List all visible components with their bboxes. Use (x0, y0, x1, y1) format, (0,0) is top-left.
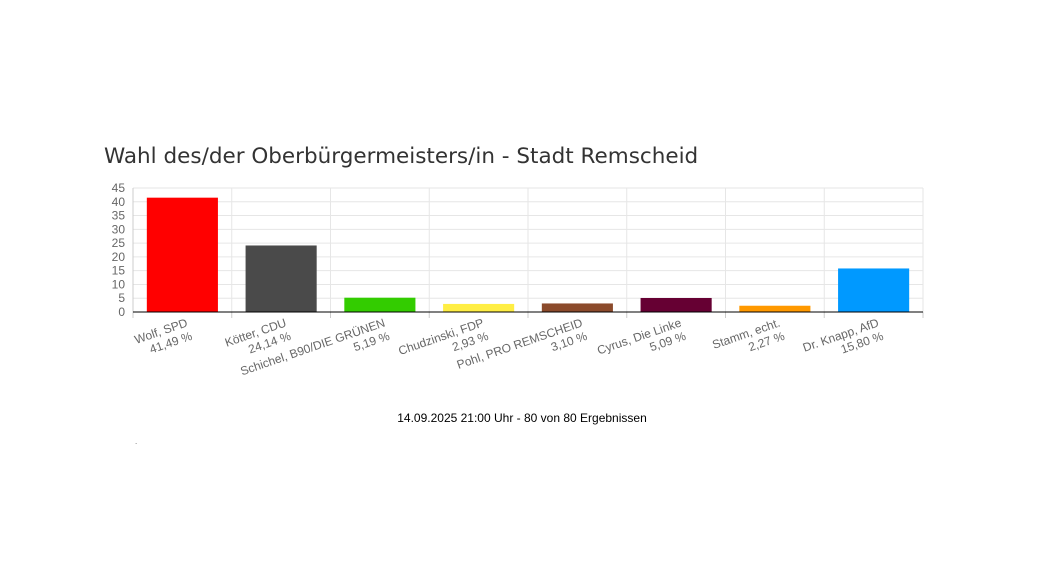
footnote-dot: . (135, 437, 138, 446)
chart-title: Wahl des/der Oberbürgermeisters/in - Sta… (104, 144, 699, 169)
y-tick-label: 0 (118, 305, 125, 319)
x-tick-label: Dr. Knapp, AfD15,80 % (801, 315, 885, 367)
y-tick-label: 10 (112, 277, 126, 291)
bar-8[interactable] (838, 268, 910, 312)
y-tick-label: 25 (112, 236, 126, 250)
x-tick-label: Cyrus, Die Linke5,09 % (595, 315, 688, 370)
x-tick-labels: Wolf, SPD41,49 % Kötter, CDU24,14 %Schich… (133, 315, 886, 378)
bar-2[interactable] (245, 245, 317, 312)
x-tick-label: Stamm, echt.2,27 % (710, 315, 786, 365)
y-tick-label: 45 (112, 181, 126, 195)
bar-6[interactable] (640, 297, 712, 312)
result-status-text: 14.09.2025 21:00 Uhr - 80 von 80 Ergebni… (397, 411, 647, 425)
bar-4[interactable] (443, 303, 515, 312)
y-tick-label: 5 (118, 291, 125, 305)
bar-3[interactable] (344, 297, 416, 312)
bars (146, 197, 910, 312)
x-tick-label: Wolf, SPD41,49 % (133, 315, 195, 360)
axes (132, 188, 924, 318)
y-tick-label: 15 (112, 264, 126, 278)
y-tick-label: 40 (112, 195, 126, 209)
y-tick-label: 35 (112, 209, 126, 223)
bar-7[interactable] (739, 305, 811, 312)
bar-5[interactable] (541, 303, 613, 312)
y-tick-label: 20 (112, 250, 126, 264)
bar-1[interactable] (146, 197, 218, 312)
y-tick-label: 30 (112, 222, 126, 236)
